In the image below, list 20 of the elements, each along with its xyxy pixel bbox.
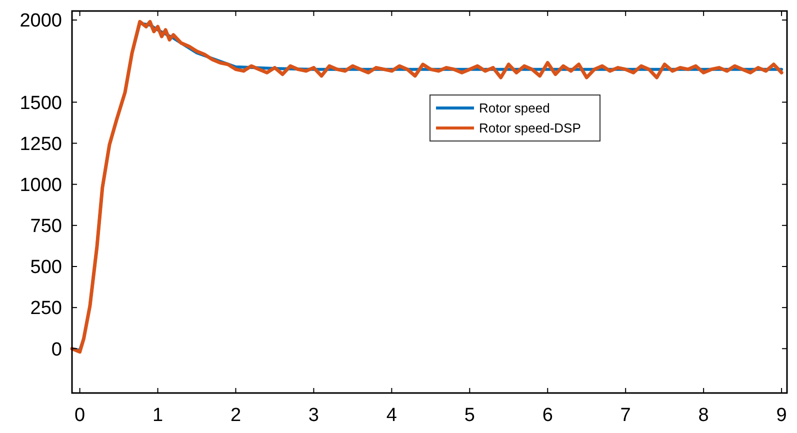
y-tick-label: 500 [30, 257, 62, 278]
y-tick-label: 750 [30, 216, 62, 238]
x-tick-label: 7 [620, 405, 631, 426]
x-tick-label: 8 [698, 405, 709, 426]
x-tick-label: 5 [464, 405, 475, 426]
x-tick-label: 3 [308, 405, 319, 426]
x-tick-label: 6 [542, 405, 553, 426]
y-tick-label: 250 [30, 298, 62, 320]
legend-label: Rotor speed [479, 100, 550, 116]
x-tick-label: 1 [152, 405, 164, 426]
x-tick-label: 2 [230, 405, 242, 426]
y-tick-label: 2000 [20, 10, 62, 32]
y-tick-label: 0 [51, 339, 62, 360]
y-tick-label: 1250 [20, 134, 62, 155]
legend-label: Rotor speed-DSP [479, 120, 581, 136]
x-tick-label: 9 [776, 405, 787, 426]
x-tick-label: 4 [386, 405, 398, 426]
x-tick-label: 0 [74, 405, 86, 426]
y-tick-label: 1000 [20, 174, 62, 196]
y-tick-label: 1500 [20, 92, 62, 114]
